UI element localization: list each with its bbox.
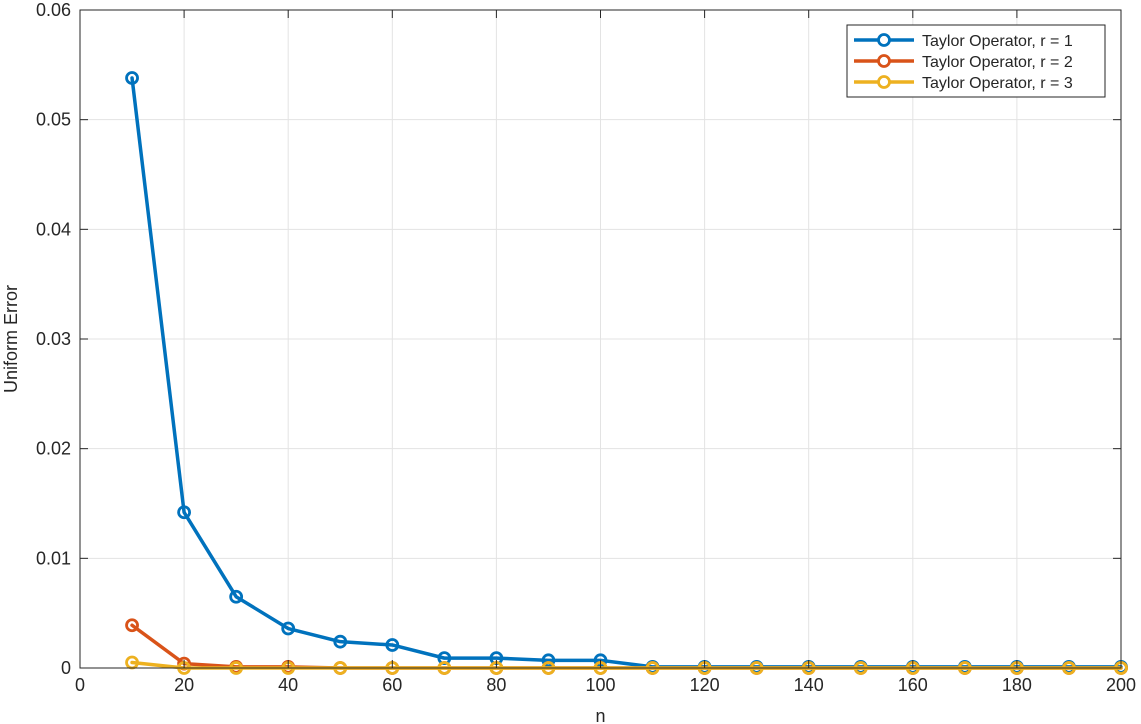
data-point (125, 71, 139, 85)
x-tick-label: 200 (1106, 675, 1136, 695)
x-tick-label: 140 (794, 675, 824, 695)
x-tick-label: 80 (486, 675, 506, 695)
data-point (281, 621, 296, 636)
x-tick-label: 100 (585, 675, 615, 695)
x-tick-label: 120 (690, 675, 720, 695)
legend-marker (877, 54, 891, 68)
y-axis-label: Uniform Error (1, 285, 21, 393)
data-point (385, 638, 400, 652)
y-tick-label: 0.02 (36, 439, 71, 459)
x-tick-label: 160 (898, 675, 928, 695)
data-point (125, 618, 139, 633)
data-point (177, 505, 192, 520)
data-point (229, 589, 244, 604)
y-tick-label: 0 (61, 658, 71, 678)
y-tick-label: 0.05 (36, 110, 71, 130)
legend-label: Taylor Operator, r = 1 (922, 33, 1073, 50)
x-tick-label: 180 (1002, 675, 1032, 695)
x-tick-label: 20 (174, 675, 194, 695)
x-tick-label: 40 (278, 675, 298, 695)
x-tick-label: 0 (75, 675, 85, 695)
data-point (333, 634, 348, 649)
y-tick-label: 0.04 (36, 219, 71, 239)
y-tick-label: 0.03 (36, 329, 71, 349)
x-axis-label: n (595, 706, 605, 724)
legend: Taylor Operator, r = 1 Taylor Operator, r… (846, 24, 1106, 98)
legend-label: Taylor Operator, r = 3 (922, 75, 1073, 92)
legend-label: Taylor Operator, r = 2 (922, 54, 1073, 71)
y-tick-label: 0.01 (36, 548, 71, 568)
legend-marker (877, 75, 891, 89)
x-tick-label: 60 (382, 675, 402, 695)
legend-marker (877, 33, 891, 47)
data-point (541, 653, 556, 668)
y-tick-label: 0.06 (36, 0, 71, 20)
axes: 0 20 40 60 80 100 120 140 160 180 200 0 0.01 0.02 0.03… (36, 0, 1136, 695)
